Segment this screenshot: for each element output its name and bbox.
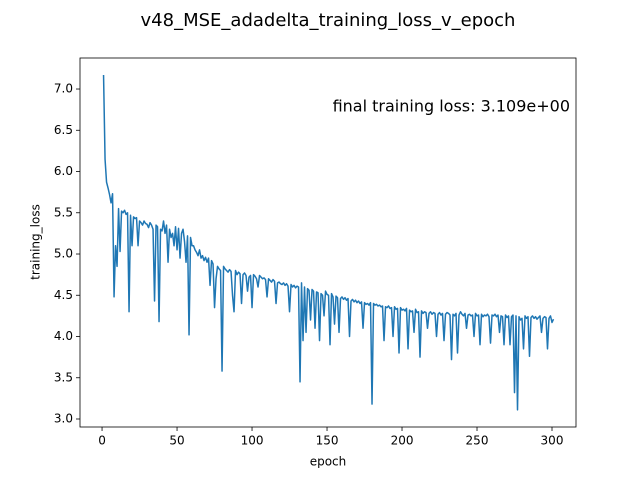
chart-title: v48_MSE_adadelta_training_loss_v_epoch <box>141 10 516 31</box>
x-axis-label: epoch <box>310 455 347 469</box>
x-tick-label: 300 <box>541 434 564 448</box>
y-tick-label: 7.0 <box>54 82 73 96</box>
x-tick-label: 250 <box>466 434 489 448</box>
y-tick-label: 4.0 <box>54 329 73 343</box>
y-axis-label: training_loss <box>29 204 43 280</box>
y-tick-label: 6.5 <box>54 123 73 137</box>
x-tick-label: 50 <box>169 434 184 448</box>
y-tick-label: 5.5 <box>54 205 73 219</box>
y-tick-label: 6.0 <box>54 164 73 178</box>
y-tick-label: 5.0 <box>54 247 73 261</box>
y-tick-label: 3.0 <box>54 411 73 425</box>
y-tick-label: 3.5 <box>54 370 73 384</box>
x-tick-label: 0 <box>98 434 106 448</box>
axes-frame <box>79 57 577 428</box>
y-tick-label: 4.5 <box>54 288 73 302</box>
x-tick-label: 100 <box>241 434 264 448</box>
x-tick-label: 200 <box>391 434 414 448</box>
annotation: final training loss: 3.109e+00 <box>333 97 570 116</box>
loss-line <box>102 74 555 411</box>
x-tick-label: 150 <box>316 434 339 448</box>
